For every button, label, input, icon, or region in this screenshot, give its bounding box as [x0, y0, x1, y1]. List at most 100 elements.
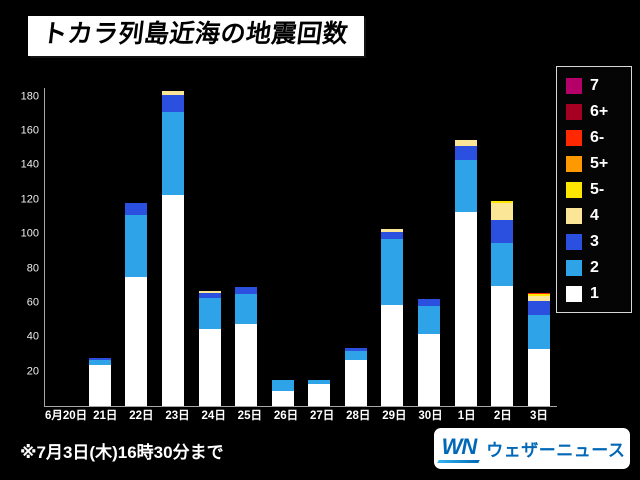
bar-segment-intensity-1 — [271, 390, 294, 406]
bar-segment-intensity-6- — [527, 292, 550, 295]
legend-color-swatch — [566, 181, 582, 198]
x-axis-label: 28日 — [346, 410, 371, 422]
legend-label: 4 — [590, 206, 599, 224]
legend-row: 6+ — [566, 103, 622, 120]
bar-slot — [338, 88, 375, 406]
legend-color-swatch — [566, 233, 582, 250]
bar-segment-intensity-3 — [344, 347, 367, 351]
stacked-bar — [344, 347, 367, 406]
y-axis-label: 160 — [20, 124, 39, 137]
bar-segment-intensity-3 — [381, 232, 404, 240]
stacked-bar — [271, 380, 294, 406]
bar-segment-intensity-4 — [491, 203, 514, 221]
x-axis-label: 21日 — [93, 410, 118, 422]
x-axis-label: 23日 — [165, 410, 190, 422]
bar-segment-intensity-3 — [418, 299, 441, 307]
bar-segment-intensity-1 — [344, 359, 367, 406]
bar-segment-intensity-2 — [162, 112, 185, 195]
x-axis-label: 3日 — [529, 410, 548, 422]
legend-label: 5+ — [590, 154, 609, 172]
wn-logo-icon: WN — [439, 434, 480, 464]
bar-segment-intensity-3 — [162, 94, 185, 113]
bar-segment-intensity-4 — [527, 296, 550, 302]
x-axis: 6月20日 21日 22日 23日 24日 25日 26日 27日 28日 29日 30日 1日 2日 3… — [45, 410, 557, 423]
stacked-bar — [418, 299, 441, 406]
bar-area — [45, 88, 557, 406]
weathernews-logo: WN ウェザーニュース — [434, 428, 630, 469]
bar-segment-intensity-1 — [198, 328, 221, 406]
y-axis-label: 20 — [26, 365, 39, 378]
legend-row: 5+ — [566, 155, 622, 172]
legend-color-swatch — [566, 155, 582, 172]
bar-segment-intensity-3 — [491, 220, 514, 243]
bar-segment-intensity-2 — [308, 380, 331, 384]
bar-segment-intensity-2 — [454, 160, 477, 212]
bar-segment-intensity-2 — [125, 215, 148, 278]
bar-slot — [484, 88, 521, 406]
legend-row: 6- — [566, 129, 622, 146]
legend-label: 7 — [590, 76, 599, 94]
stacked-bar — [88, 357, 111, 406]
intensity-legend: 7 6+ 6- 5+ 5- 4 3 2 1 — [556, 66, 632, 313]
bar-slot — [374, 88, 411, 406]
y-axis-label: 180 — [20, 90, 39, 103]
bar-segment-intensity-2 — [418, 306, 441, 334]
x-axis-label: 2日 — [493, 410, 512, 422]
bar-segment-intensity-1 — [454, 211, 477, 406]
wn-logo-letters: WN — [441, 433, 478, 459]
stacked-bar — [454, 139, 477, 406]
bar-segment-intensity-4 — [198, 290, 221, 293]
bar-segment-intensity-3 — [198, 292, 221, 298]
bar-segment-intensity-1 — [491, 285, 514, 406]
bar-slot — [228, 88, 265, 406]
bar-segment-intensity-2 — [198, 297, 221, 329]
y-axis-label: 80 — [26, 262, 39, 274]
bar-segment-intensity-4 — [162, 91, 185, 95]
stacked-bar — [198, 290, 221, 406]
bar-segment-intensity-1 — [308, 383, 331, 406]
stacked-bar — [381, 228, 404, 406]
legend-label: 6+ — [590, 102, 609, 120]
legend-color-swatch — [566, 285, 582, 302]
legend-row: 7 — [566, 77, 622, 94]
legend-row: 4 — [566, 207, 622, 224]
x-axis-label: 25日 — [237, 410, 262, 422]
legend-color-swatch — [566, 207, 582, 224]
bar-slot — [155, 88, 192, 406]
x-axis-label: 6月20日 — [45, 410, 88, 422]
earthquake-count-chart: 20 40 60 80 100 120 140 160 180 6月20日 21日 22日 23日 24… — [21, 88, 557, 422]
x-axis-label: 30日 — [418, 410, 443, 422]
legend-row: 1 — [566, 285, 622, 302]
bar-segment-intensity-4 — [381, 228, 404, 233]
bar-segment-intensity-5- — [527, 294, 550, 296]
bar-slot — [45, 88, 82, 406]
bar-segment-intensity-1 — [88, 364, 111, 406]
y-axis-label: 40 — [26, 330, 39, 343]
stacked-bar — [162, 91, 185, 406]
bar-segment-intensity-3 — [88, 357, 111, 360]
page-title-text: トカラ列島近海の地震回数 — [40, 20, 350, 48]
x-axis-label: 29日 — [382, 410, 407, 422]
bar-slot — [264, 88, 301, 406]
stacked-bar — [235, 287, 258, 406]
bar-segment-intensity-3 — [527, 301, 550, 315]
bar-slot — [82, 88, 119, 406]
bar-segment-intensity-2 — [271, 380, 294, 391]
bar-slot — [447, 88, 484, 406]
y-axis-label: 60 — [26, 296, 39, 309]
legend-color-swatch — [566, 259, 582, 276]
bar-segment-intensity-5- — [491, 201, 514, 204]
bar-slot — [521, 88, 558, 406]
bar-segment-intensity-3 — [125, 203, 148, 216]
legend-color-swatch — [566, 129, 582, 146]
bar-segment-intensity-4 — [454, 139, 477, 147]
bar-segment-intensity-1 — [235, 323, 258, 406]
stacked-bar — [491, 201, 514, 406]
y-axis-label: 120 — [20, 193, 39, 206]
legend-row: 3 — [566, 233, 622, 250]
legend-label: 5- — [590, 180, 605, 198]
bar-segment-intensity-2 — [344, 351, 367, 360]
bar-segment-intensity-2 — [527, 314, 550, 350]
bar-segment-intensity-1 — [125, 277, 148, 406]
